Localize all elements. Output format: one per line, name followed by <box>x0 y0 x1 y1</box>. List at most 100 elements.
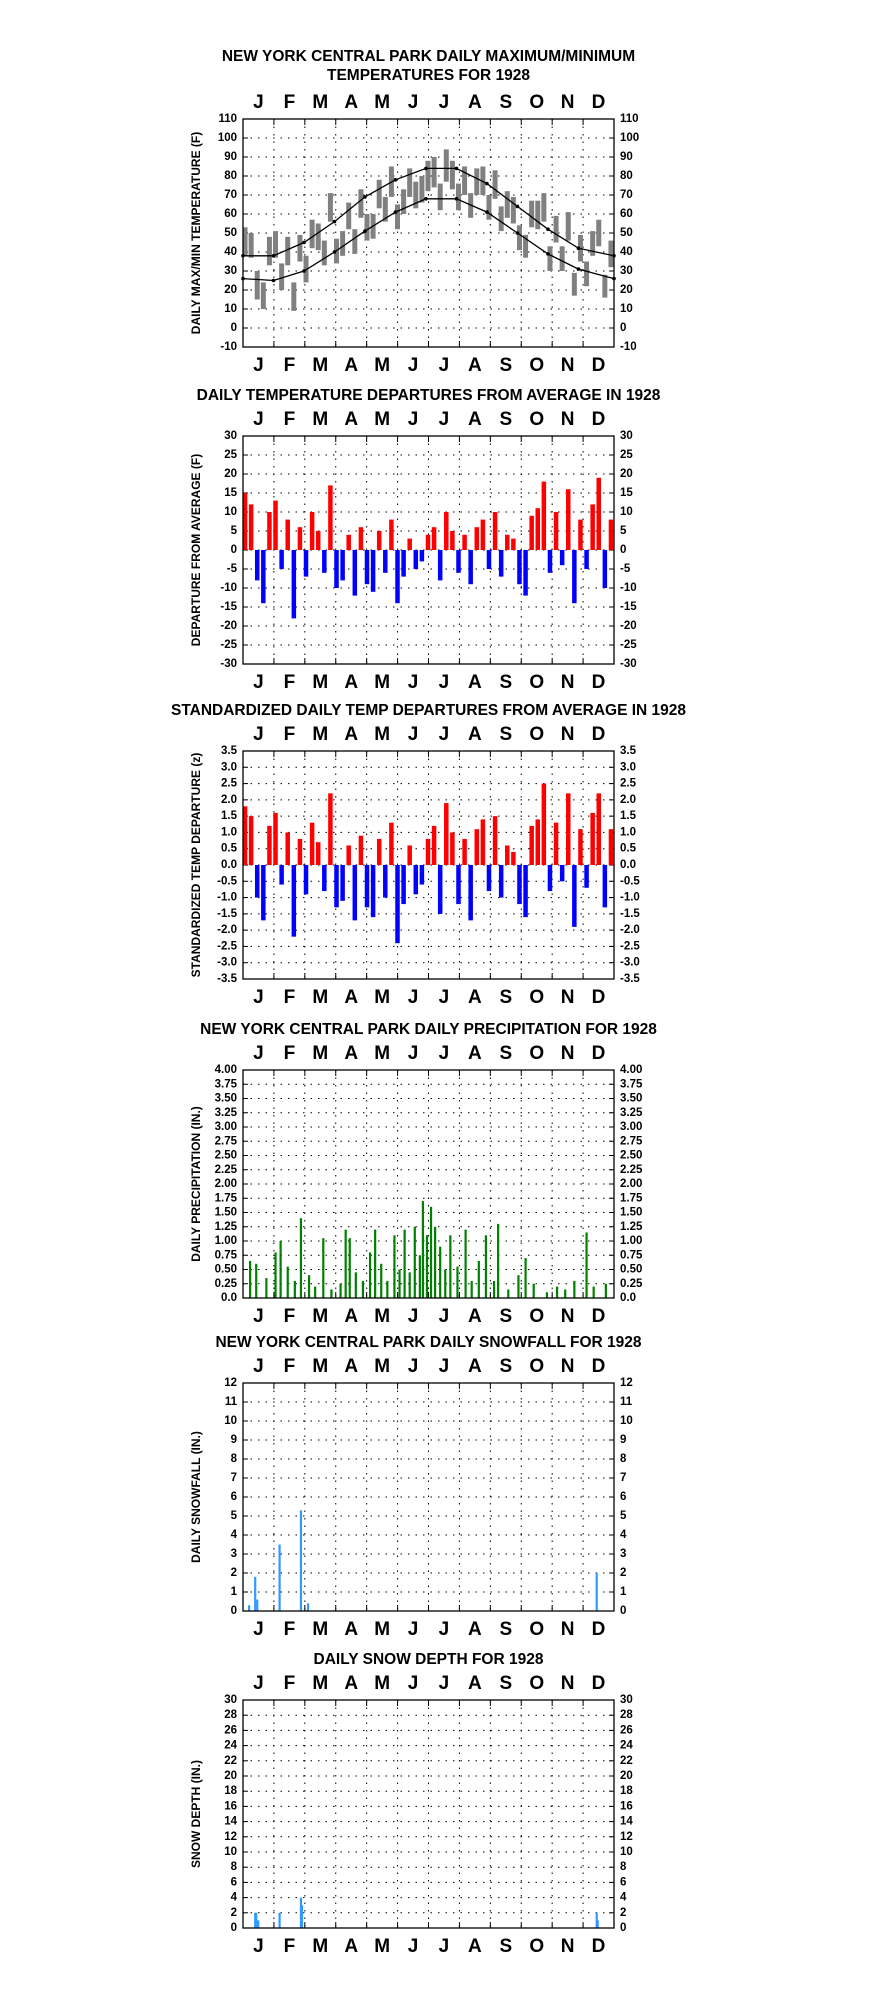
bar <box>328 793 333 865</box>
month-label: D <box>592 1673 606 1694</box>
month-label: A <box>344 724 358 745</box>
month-label: S <box>499 409 512 430</box>
bar <box>484 1235 488 1298</box>
bar <box>267 512 272 550</box>
y-tick-label-right: -1.5 <box>620 908 640 920</box>
bar <box>395 550 400 604</box>
y-tick-label-right: 30 <box>620 265 633 277</box>
bar <box>291 550 297 619</box>
bar <box>315 842 321 865</box>
y-tick-label-right: 10 <box>620 303 633 315</box>
temp-range-bar <box>407 168 413 197</box>
bar <box>370 865 376 918</box>
bar <box>374 1229 377 1298</box>
y-axis-label: DEPARTURE FROM AVERAGE (F) <box>189 454 203 646</box>
month-label: N <box>561 92 575 113</box>
temp-range-bar <box>462 166 468 195</box>
y-tick-label: 26 <box>224 1724 237 1736</box>
plot-frame <box>242 435 615 665</box>
y-tick-label-right: 20 <box>620 284 633 296</box>
bar <box>474 527 480 550</box>
month-label: S <box>499 355 512 376</box>
bar <box>273 500 278 550</box>
bar <box>261 550 266 604</box>
month-label: A <box>344 409 358 430</box>
bar <box>297 527 303 550</box>
bar <box>328 485 333 550</box>
bar <box>334 550 339 588</box>
bar <box>344 1229 347 1298</box>
bar <box>291 865 297 937</box>
bar <box>541 783 547 865</box>
bar <box>364 865 370 908</box>
bar <box>566 793 571 865</box>
month-label: F <box>284 409 296 430</box>
bar <box>380 1263 383 1298</box>
month-label: F <box>284 672 296 693</box>
y-tick-label-right: 2.25 <box>620 1164 643 1176</box>
y-tick-label-right: 14 <box>620 1816 633 1828</box>
y-tick-label-right: 50 <box>620 227 633 239</box>
y-tick-label: 4.00 <box>215 1064 237 1076</box>
temp-range-bar <box>455 183 461 211</box>
month-label: S <box>499 987 512 1008</box>
month-label: A <box>468 1043 482 1064</box>
chart-title: STANDARDIZED DAILY TEMP DEPARTURES FROM … <box>171 702 686 719</box>
temp-range-bar <box>394 204 400 230</box>
month-label: A <box>468 355 482 376</box>
month-label: M <box>374 724 390 745</box>
bar <box>468 865 473 921</box>
month-label: A <box>344 1619 358 1640</box>
bar <box>339 1283 342 1298</box>
bar <box>274 1252 277 1298</box>
month-label: M <box>312 355 328 376</box>
bar <box>413 1226 416 1298</box>
chart-title: NEW YORK CENTRAL PARK DAILY PRECIPITATIO… <box>200 1021 657 1038</box>
month-label: M <box>312 1043 328 1064</box>
month-label: A <box>344 987 358 1008</box>
y-tick-label: 3 <box>231 1548 237 1560</box>
bar <box>553 512 559 550</box>
y-tick-label-right: 6 <box>620 1876 626 1888</box>
bar <box>444 803 449 865</box>
month-label: A <box>344 672 358 693</box>
y-tick-label: 10 <box>224 1846 237 1858</box>
bar <box>322 865 327 892</box>
y-tick-label-right: 2 <box>620 1567 626 1579</box>
bar <box>293 1280 296 1298</box>
bar <box>449 1235 452 1298</box>
bar <box>464 1229 467 1298</box>
temp-range-bar <box>584 261 590 287</box>
month-label: S <box>499 1619 512 1640</box>
y-tick-label: 12 <box>224 1831 237 1843</box>
y-tick-label: 40 <box>224 246 237 258</box>
y-tick-label: -0.5 <box>217 875 237 887</box>
bar <box>361 1280 365 1298</box>
bar <box>437 865 443 914</box>
month-label: F <box>284 724 296 745</box>
bar <box>431 825 437 865</box>
normal-marker <box>515 204 520 209</box>
bar <box>248 504 254 550</box>
y-tick-label-right: -1.0 <box>620 892 640 904</box>
bar <box>261 865 266 921</box>
month-label: J <box>408 409 419 430</box>
y-tick-label: 30 <box>224 430 237 442</box>
bar <box>418 1255 421 1298</box>
y-tick-label: 1.0 <box>221 826 237 838</box>
normal-marker <box>515 231 520 235</box>
y-tick-label-right: 40 <box>620 246 633 258</box>
bar <box>431 527 437 550</box>
temp-range-bar <box>443 149 449 182</box>
bar <box>573 1280 576 1298</box>
month-label: S <box>499 1306 512 1327</box>
plot-frame <box>242 118 615 348</box>
y-tick-label-right: 110 <box>620 113 639 125</box>
month-label: M <box>312 987 328 1008</box>
month-label: J <box>253 1306 264 1327</box>
bar <box>434 1226 437 1298</box>
month-label: F <box>284 1673 296 1694</box>
month-label: M <box>374 1306 390 1327</box>
normal-marker <box>454 166 459 171</box>
